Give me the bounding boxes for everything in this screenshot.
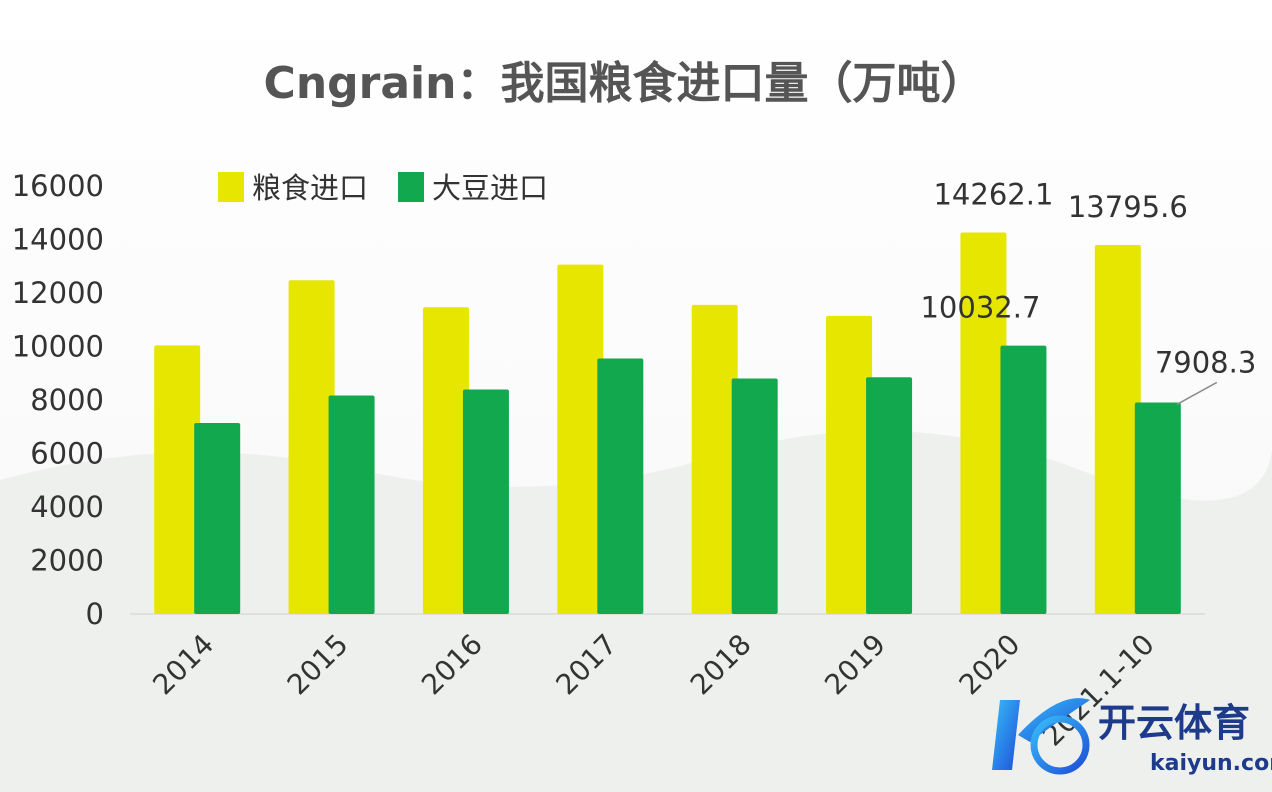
bar-soybean-2014 xyxy=(194,423,241,614)
bar-grain-2020 xyxy=(960,232,1007,614)
y-tick-label: 16000 xyxy=(12,169,104,203)
bars xyxy=(154,232,1181,614)
y-tick-label: 10000 xyxy=(12,330,104,364)
bar-grain-2021.1-10 xyxy=(1094,244,1141,614)
bar-grain-2017 xyxy=(557,264,604,614)
y-tick-label: 14000 xyxy=(12,223,104,257)
watermark-url: kaiyun.com xyxy=(1150,751,1272,776)
y-tick-label: 4000 xyxy=(30,490,104,524)
bar-grain-2015 xyxy=(288,280,335,614)
bar-soybean-2019 xyxy=(866,377,913,614)
bar-grain-2014 xyxy=(154,345,201,614)
k-logo-icon xyxy=(992,698,1090,775)
data-label: 10032.7 xyxy=(920,291,1040,325)
data-labels: 14262.1 13795.6 10032.7 7908.3 xyxy=(920,177,1256,406)
y-tick-label: 2000 xyxy=(30,544,104,578)
data-label: 14262.1 xyxy=(933,177,1053,211)
bar-grain-2016 xyxy=(422,307,469,614)
legend-label: 粮食进口 xyxy=(252,171,368,205)
y-tick-label: 12000 xyxy=(12,276,104,310)
bar-soybean-2021.1-10 xyxy=(1134,402,1181,614)
y-tick-label: 8000 xyxy=(30,383,104,417)
legend-swatch xyxy=(398,172,424,202)
bar-soybean-2020 xyxy=(1000,345,1047,614)
data-label: 7908.3 xyxy=(1155,345,1256,379)
bar-soybean-2015 xyxy=(328,395,375,614)
bar-soybean-2016 xyxy=(462,389,509,614)
bar-grain-2018 xyxy=(691,304,738,614)
legend: 粮食进口 大豆进口 xyxy=(218,171,548,205)
data-label: 13795.6 xyxy=(1068,190,1188,224)
watermark: 开云体育 kaiyun.com xyxy=(992,698,1272,776)
chart-title: Cngrain：我国粮食进口量（万吨） xyxy=(264,58,985,109)
bar-soybean-2017 xyxy=(597,358,644,614)
y-tick-label: 6000 xyxy=(30,437,104,471)
watermark-brand: 开云体育 xyxy=(1098,701,1250,745)
bar-soybean-2018 xyxy=(731,378,778,614)
legend-swatch xyxy=(218,172,244,202)
y-tick-label: 0 xyxy=(86,597,104,631)
bar-grain-2019 xyxy=(826,315,873,614)
label-leader-line xyxy=(1176,381,1218,406)
y-axis: 0 2000 4000 6000 8000 10000 12000 14000 16000 xyxy=(12,169,1205,631)
legend-label: 大豆进口 xyxy=(432,171,548,205)
